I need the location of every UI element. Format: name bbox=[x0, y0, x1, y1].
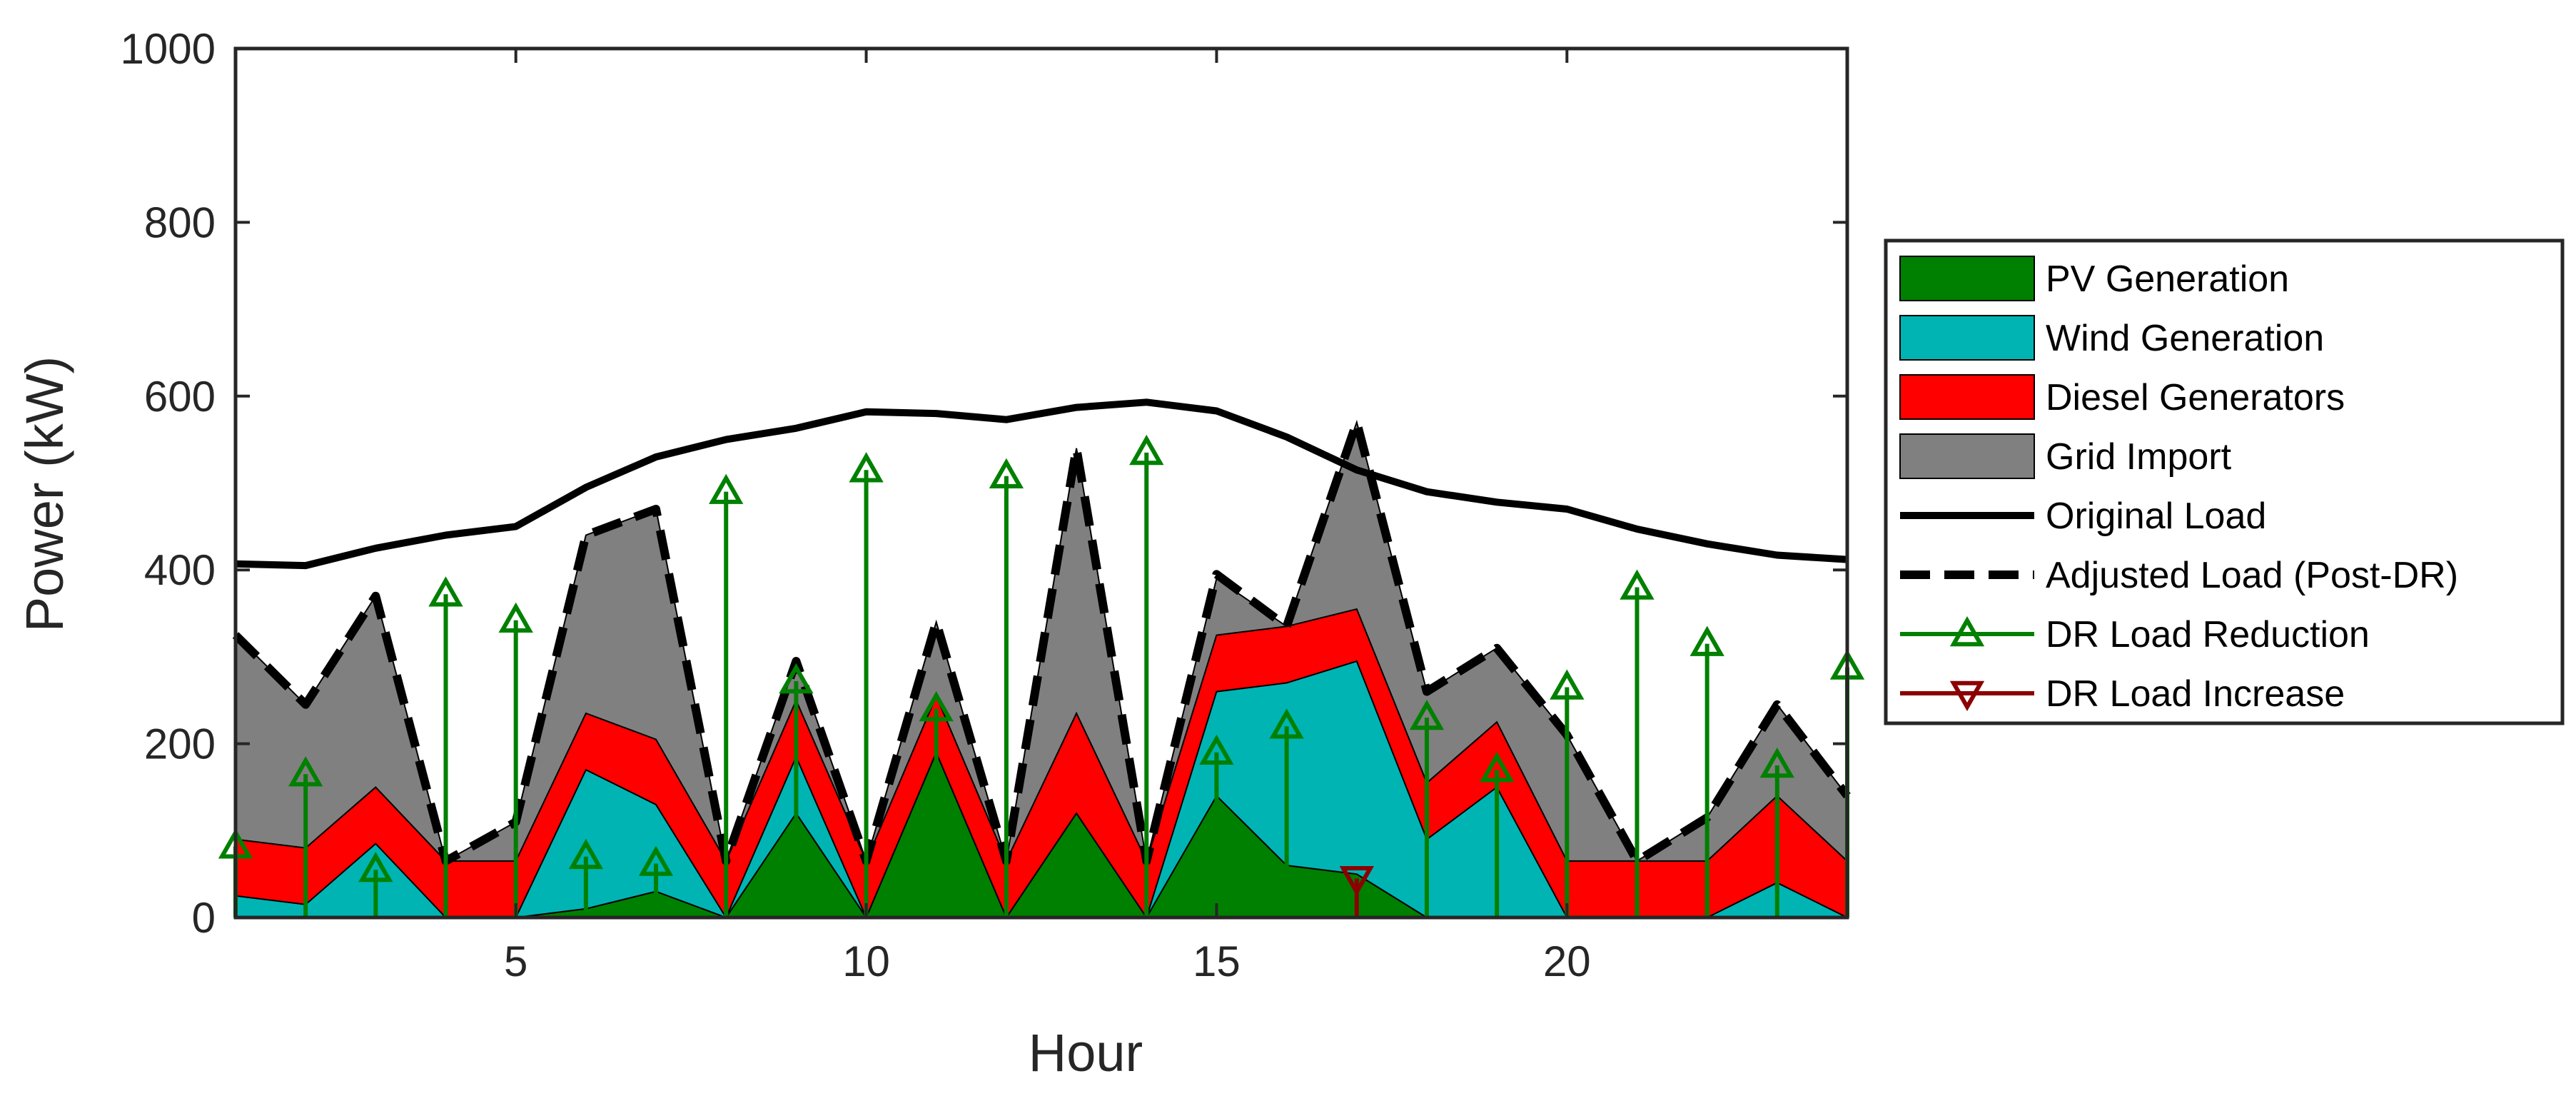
y-tick-label: 400 bbox=[144, 546, 216, 594]
stem-marker-dr-load-reduction bbox=[1409, 700, 1445, 730]
x-tick-label: 10 bbox=[842, 937, 890, 985]
legend-label-diesel-generators: Diesel Generators bbox=[2046, 377, 2345, 418]
legend-marker-dr-load-increase bbox=[1949, 680, 1985, 712]
x-tick-label: 15 bbox=[1193, 937, 1241, 985]
y-axis-label: Power (kW) bbox=[15, 356, 74, 632]
stem-marker-dr-load-reduction bbox=[1689, 625, 1724, 656]
plot-frame bbox=[233, 46, 1849, 920]
stem-marker-dr-load-reduction bbox=[638, 845, 674, 876]
x-tick-label: 20 bbox=[1543, 937, 1591, 985]
x-axis-label: Hour bbox=[1029, 1023, 1143, 1082]
legend-swatch-pv-generation bbox=[1899, 256, 2035, 301]
legend-label-adjusted-load-post-dr: Adjusted Load (Post-DR) bbox=[2046, 555, 2458, 596]
stem-marker-dr-load-reduction bbox=[709, 473, 744, 504]
legend: PV Generation Wind Generation Diesel Gener… bbox=[1884, 238, 2565, 725]
stem-marker-dr-load-reduction bbox=[919, 690, 954, 722]
stem-marker-dr-load-reduction bbox=[288, 756, 323, 787]
legend-label-dr-load-increase: DR Load Increase bbox=[2046, 673, 2345, 715]
stem-marker-dr-load-reduction bbox=[849, 452, 884, 483]
legend-label-wind-generation: Wind Generation bbox=[2046, 318, 2324, 359]
legend-marker-dr-load-reduction bbox=[1949, 615, 1985, 647]
stem-marker-dr-load-reduction bbox=[428, 576, 463, 607]
y-tick-label: 200 bbox=[144, 720, 216, 768]
stem-marker-dr-load-reduction bbox=[779, 663, 814, 694]
stem-marker-dr-load-reduction bbox=[568, 838, 604, 870]
stem-marker-dr-load-reduction bbox=[1269, 708, 1304, 739]
stem-marker-dr-load-increase bbox=[1339, 866, 1374, 897]
stem-marker-dr-load-reduction bbox=[1199, 734, 1234, 765]
stem-marker-dr-load-reduction bbox=[498, 602, 533, 633]
stem-marker-dr-load-reduction bbox=[1550, 669, 1585, 700]
stem-marker-dr-load-reduction bbox=[1620, 569, 1655, 600]
stem-marker-dr-load-reduction bbox=[1059, 852, 1094, 883]
legend-swatch-diesel-generators bbox=[1899, 374, 2035, 420]
stem-marker-dr-load-reduction bbox=[1479, 752, 1515, 783]
stem-marker-dr-load-reduction bbox=[1129, 434, 1164, 466]
stem-marker-dr-load-reduction bbox=[989, 458, 1024, 488]
x-tick-label: 5 bbox=[504, 937, 527, 985]
legend-swatch-wind-generation bbox=[1899, 315, 2035, 361]
legend-swatch-grid-import bbox=[1899, 433, 2035, 479]
load-line-layer bbox=[232, 398, 1851, 865]
legend-label-grid-import: Grid Import bbox=[2046, 436, 2232, 478]
stem-marker-dr-load-reduction bbox=[358, 852, 393, 883]
y-tick-label: 0 bbox=[192, 894, 216, 942]
y-tick-label: 800 bbox=[144, 198, 216, 246]
y-tick-label: 600 bbox=[144, 373, 216, 421]
legend-label-original-load: Original Load bbox=[2046, 496, 2266, 537]
legend-label-dr-load-reduction: DR Load Reduction bbox=[2046, 614, 2370, 655]
dr-stem-layer bbox=[218, 434, 1865, 918]
y-tick-label: 1000 bbox=[121, 25, 216, 73]
stem-marker-dr-load-reduction bbox=[1759, 747, 1794, 778]
legend-label-pv-generation: PV Generation bbox=[2046, 258, 2289, 300]
line-original-load bbox=[235, 398, 1848, 570]
line-adjusted-load-post-dr bbox=[232, 418, 1851, 865]
